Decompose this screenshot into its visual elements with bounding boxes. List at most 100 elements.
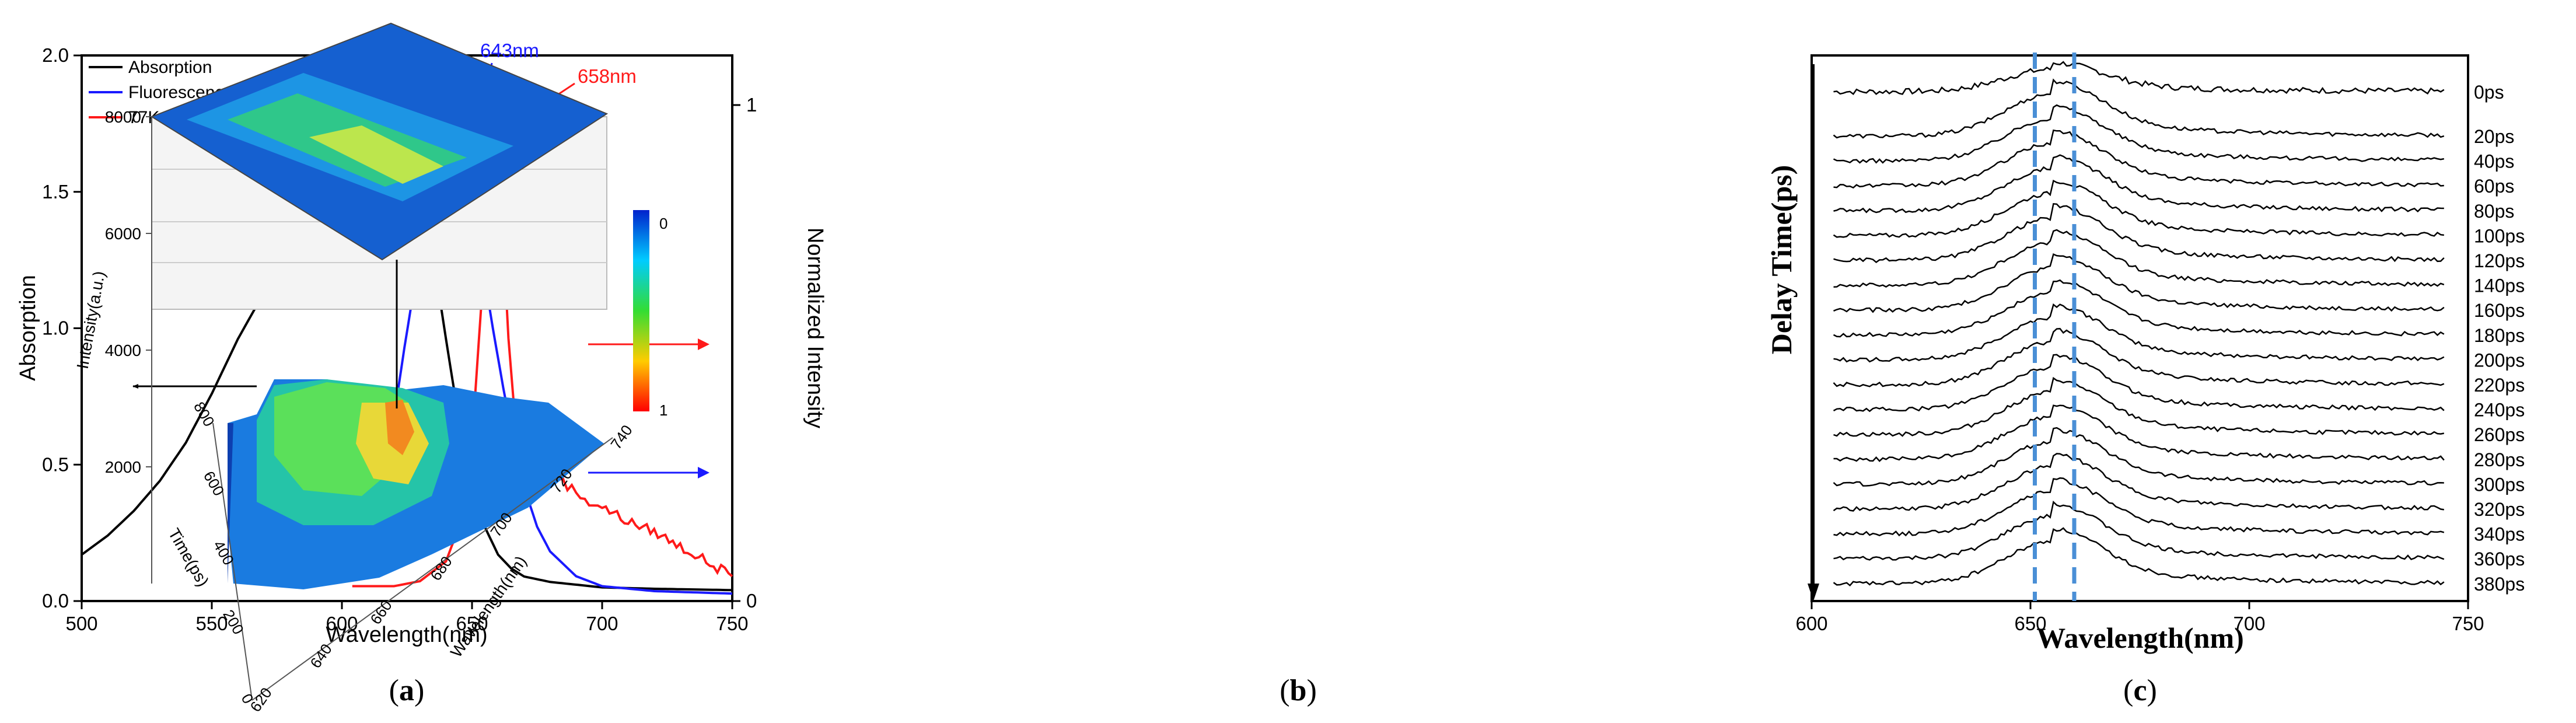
delay-trace-label: 60ps: [2474, 176, 2514, 197]
delay-trace-label: 220ps: [2474, 375, 2525, 396]
caption-a: (a): [389, 674, 425, 707]
delay-trace-label: 180ps: [2474, 325, 2525, 346]
panel-b-x-label: Wavelength(nm): [447, 553, 530, 661]
panel-b-top-map-peak: [309, 125, 443, 184]
delay-trace-label: 320ps: [2474, 499, 2525, 520]
x-tick-label: 650: [456, 613, 488, 634]
panel-c-y-label: Delay Time(ps): [1765, 165, 1798, 355]
caption-c: (c): [2123, 674, 2157, 707]
z-tick-label: 4000: [105, 341, 141, 359]
panel-a-y-ticks: 0.0 0.5 1.0 1.5 2.0: [42, 44, 82, 612]
panel-c-trace-labels: 0ps 20ps 40ps 60ps 80ps 100ps 120ps 140ps 160ps 1…: [2474, 82, 2525, 595]
delay-trace: [1833, 453, 2444, 512]
panel-a-x-ticks: 500 550 600 650 700 750: [65, 601, 749, 634]
delay-trace: [1833, 527, 2445, 587]
z-tick-label: 6000: [105, 225, 141, 243]
delay-trace-label: 160ps: [2474, 300, 2525, 321]
delay-trace: [1833, 477, 2445, 537]
delay-trace: [1833, 229, 2445, 288]
delay-trace-label: 260ps: [2474, 424, 2525, 445]
delay-trace-label: 240ps: [2474, 400, 2525, 421]
delay-trace: [1833, 253, 2445, 313]
panel-b-y-label: Time(ps): [165, 525, 212, 589]
delay-trace-label: 200ps: [2474, 350, 2525, 371]
panel-b-x-axis: [251, 437, 613, 701]
panel-c-frame: [1810, 54, 2469, 602]
77k-axis-arrowhead: [698, 338, 709, 350]
x-tick-label: 650: [2014, 613, 2046, 634]
panel-c-delay-arrowhead: [1808, 584, 1819, 601]
x-tick-label: 700: [586, 613, 618, 634]
panel-a: 500 550 600 650 700 750 0.00.51.01.52.0 01 Ab…: [16, 40, 827, 647]
panel-a-y2-ticks: 01: [732, 94, 757, 612]
wavelength-tick-label: 680: [427, 553, 455, 584]
delay-trace: [1833, 61, 2445, 95]
delay-trace: [1833, 279, 2445, 338]
delay-trace-label: 380ps: [2474, 574, 2525, 595]
delay-trace: [1833, 354, 2445, 413]
panel-a-y-label: Absorption: [16, 275, 40, 381]
delay-trace-label: 80ps: [2474, 201, 2514, 222]
x-tick-label: 600: [326, 613, 358, 634]
wavelength-tick-label: 740: [607, 422, 635, 453]
x-tick-label: 750: [716, 613, 748, 634]
panel-b-colorbar-low-label: 1: [659, 401, 667, 419]
x-tick-label: 500: [65, 613, 97, 634]
y2-tick-label: 1: [746, 94, 757, 116]
panel-c-x-ticks: 600 650 700 750: [1795, 601, 2484, 634]
delay-trace: [1833, 303, 2445, 363]
delay-trace: [1833, 500, 2445, 561]
panel-c: 600 650 700 750 0ps 20ps 40ps 60ps 80ps 100ps 120…: [1765, 53, 2525, 654]
x-tick-label: 550: [195, 613, 228, 634]
delay-trace-label: 120ps: [2474, 250, 2525, 271]
delay-trace-label: 340ps: [2474, 524, 2525, 545]
x-tick-label: 700: [2233, 613, 2265, 634]
y-tick-label: 1.5: [42, 181, 69, 202]
x-tick-label: 600: [1795, 613, 1827, 634]
annotation-643nm: 643nm: [480, 40, 539, 61]
y-tick-label: 0.0: [42, 590, 69, 612]
delay-trace-label: 300ps: [2474, 474, 2525, 495]
delay-trace: [1833, 376, 2445, 437]
panel-b-y-axis: [212, 422, 253, 701]
delay-trace-label: 20ps: [2474, 126, 2514, 147]
delay-trace-label: 40ps: [2474, 151, 2514, 172]
delay-trace: [1833, 327, 2445, 387]
y-tick-label: 0.5: [42, 453, 69, 475]
y-tick-label: 2.0: [42, 44, 69, 66]
panel-b-surface-orange: [385, 400, 414, 455]
fluorescence-axis-arrowhead: [698, 467, 709, 478]
panel-c-x-label: Wavelength(nm): [2036, 621, 2244, 654]
panel-c-traces: [1833, 61, 2445, 587]
delay-trace-label: 280ps: [2474, 449, 2525, 470]
panel-b-colorbar: [633, 210, 649, 411]
delay-trace: [1833, 104, 2445, 164]
delay-trace: [1833, 154, 2444, 214]
y2-tick-label: 0: [746, 590, 757, 612]
x-tick-label: 750: [2452, 613, 2484, 634]
panel-b-z-label: Intensity(a.u.): [74, 270, 109, 370]
z-tick-label: 2000: [105, 458, 141, 476]
y-tick-label: 1.0: [42, 317, 69, 339]
delay-trace-label: 0ps: [2474, 82, 2504, 103]
delay-trace-label: 360ps: [2474, 549, 2525, 570]
delay-trace: [1833, 202, 2445, 263]
annotation-658nm: 658nm: [578, 65, 637, 87]
time-tick-label: 600: [200, 468, 228, 499]
delay-trace: [1833, 427, 2444, 487]
delay-trace-label: 140ps: [2474, 275, 2525, 296]
z-tick-label: 8000: [105, 108, 141, 126]
panel-c-dashed-markers: [2033, 53, 2077, 601]
panel-a-y2-label: Normalized Intensity: [803, 228, 827, 428]
delay-trace: [1833, 404, 2445, 462]
delay-trace: [1833, 129, 2444, 189]
delay-trace: [1833, 78, 2445, 139]
delay-trace-label: 100ps: [2474, 225, 2525, 246]
panel-b-surface-edge: [228, 423, 233, 584]
delay-trace: [1833, 179, 2444, 238]
legend-label-absorption: Absorption: [128, 58, 212, 77]
panel-b-z-ticks: 2000 4000 6000 8000: [105, 108, 152, 476]
caption-b: (b): [1280, 674, 1317, 707]
